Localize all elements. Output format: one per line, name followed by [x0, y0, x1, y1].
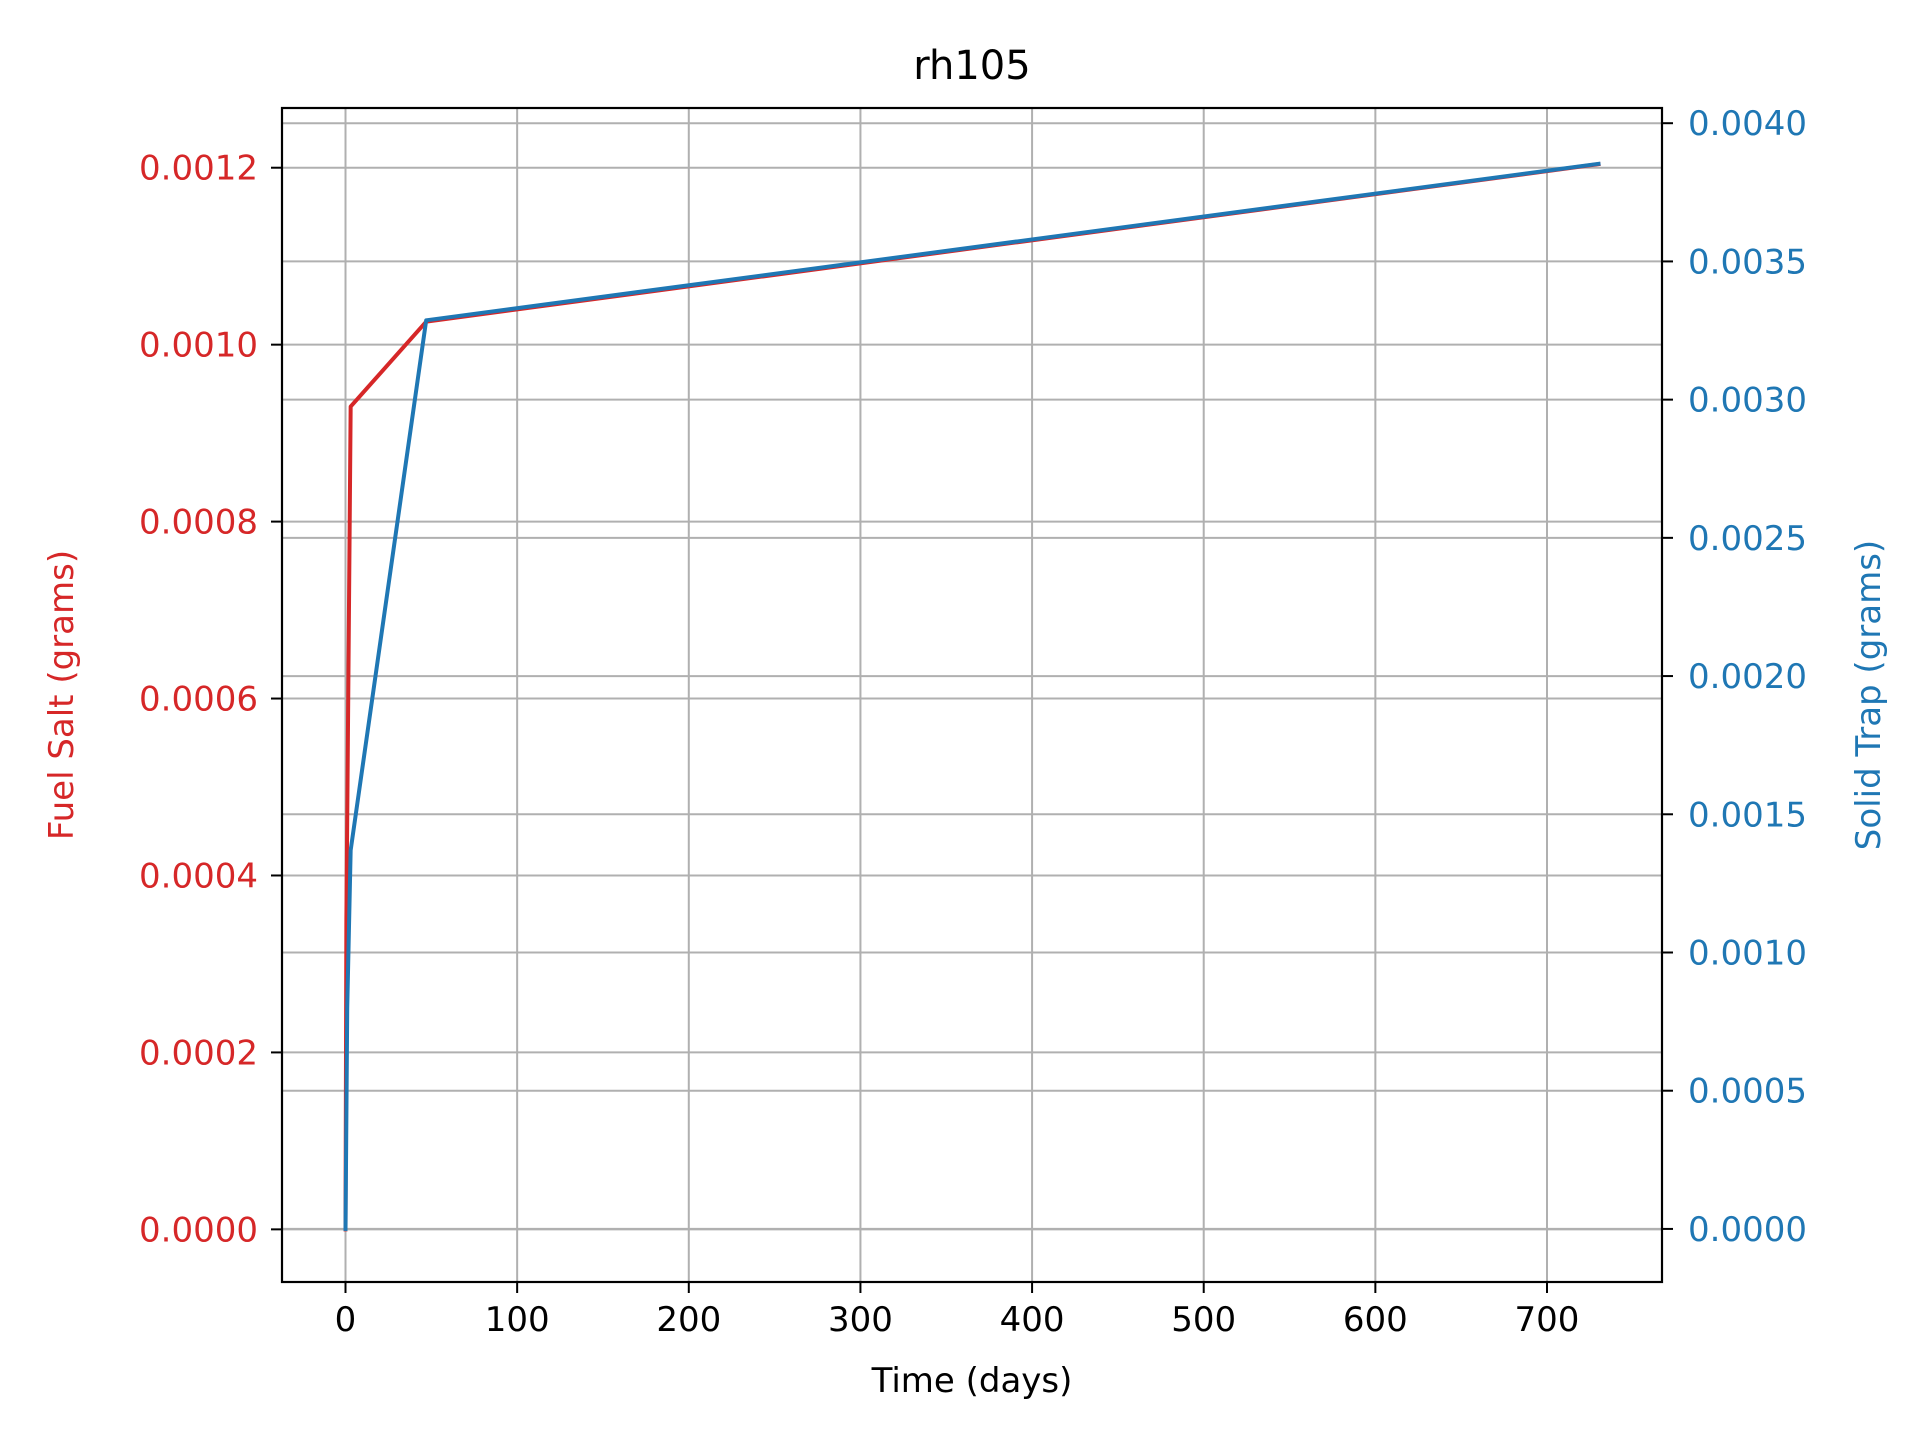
x-tick-label: 600 — [1343, 1300, 1408, 1340]
y-tick-label-right: 0.0010 — [1688, 933, 1807, 973]
x-tick-label: 100 — [485, 1300, 550, 1340]
x-tick-label: 400 — [1000, 1300, 1065, 1340]
y-tick-label-right: 0.0025 — [1688, 519, 1807, 559]
y-axis-label-right: Solid Trap (grams) — [1849, 540, 1889, 850]
x-tick-label: 700 — [1515, 1300, 1580, 1340]
ticks-layer: 0 100 200 300 400 500 600 700 0.0000 0.0002 0.0004… — [139, 104, 1807, 1340]
y-tick-label-left: 0.0012 — [139, 149, 258, 189]
y-tick-label-right: 0.0020 — [1688, 657, 1807, 697]
y-tick-label-right: 0.0015 — [1688, 795, 1807, 835]
x-tick-label: 300 — [828, 1300, 893, 1340]
series-line-right — [343, 161, 1601, 1231]
series-line-left — [343, 161, 1601, 1232]
series-layer — [343, 161, 1601, 1232]
y-tick-label-right: 0.0005 — [1688, 1072, 1807, 1112]
x-tick-label: 0 — [335, 1300, 357, 1340]
y-axis-label-left: Fuel Salt (grams) — [42, 550, 82, 840]
x-tick-label: 500 — [1171, 1300, 1236, 1340]
y-tick-label-left: 0.0000 — [139, 1210, 258, 1250]
y-tick-label-right: 0.0000 — [1688, 1210, 1807, 1250]
grid-layer — [282, 108, 1662, 1282]
plot-frame — [280, 106, 1664, 1284]
y-tick-label-left: 0.0008 — [139, 503, 258, 543]
x-axis-label: Time (days) — [871, 1361, 1073, 1401]
chart-title: rh105 — [913, 43, 1030, 89]
y-tick-label-right: 0.0030 — [1688, 381, 1807, 421]
y-tick-label-left: 0.0004 — [139, 856, 258, 896]
x-tick-label: 200 — [656, 1300, 721, 1340]
axes-layer — [280, 106, 1664, 1284]
y-tick-label-left: 0.0006 — [139, 680, 258, 720]
y-tick-label-right: 0.0040 — [1688, 104, 1807, 144]
y-tick-label-left: 0.0010 — [139, 326, 258, 366]
y-tick-label-left: 0.0002 — [139, 1033, 258, 1073]
y-tick-label-right: 0.0035 — [1688, 242, 1807, 282]
